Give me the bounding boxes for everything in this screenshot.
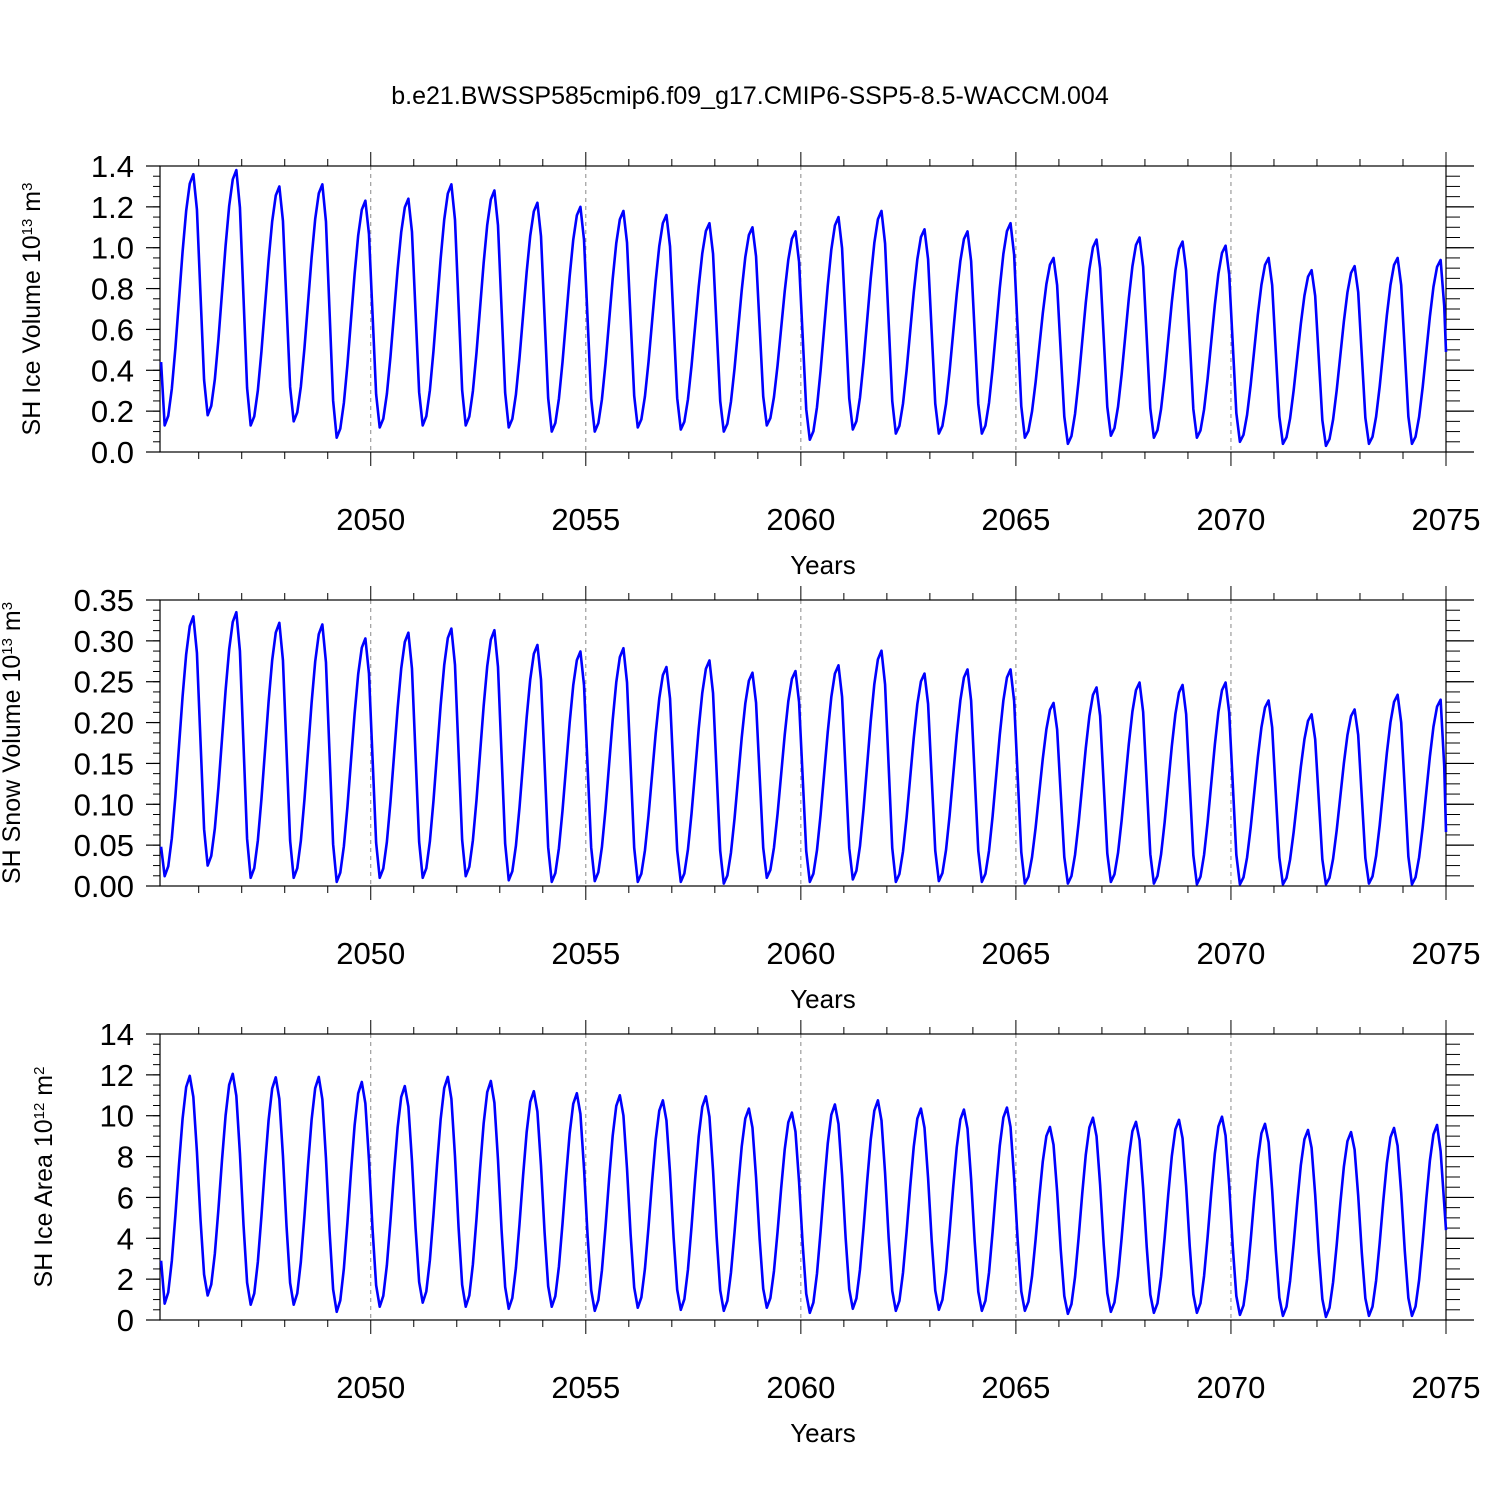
y-axis-label-main: SH Snow Volume 10 — [0, 655, 26, 884]
y-axis-label-unit-exponent: 3 — [0, 602, 16, 610]
y-tick-label: 1.4 — [91, 149, 134, 184]
y-tick-label: 0.25 — [74, 665, 134, 700]
series-line-sh-snow-volume — [159, 610, 1448, 886]
y-tick-label: 0.30 — [74, 624, 134, 659]
y-axis-label-main: SH Ice Area 10 — [30, 1119, 58, 1287]
y-tick-label: 0.35 — [74, 583, 134, 618]
y-tick-label: 0.15 — [74, 746, 134, 781]
plot-frame — [159, 1033, 1447, 1321]
y-axis-label: SH Ice Volume 1013 m3 — [18, 183, 46, 436]
y-axis-label-unit: m — [30, 1075, 58, 1103]
x-axis-label: Years — [790, 550, 856, 580]
y-tick-label: 12 — [100, 1058, 134, 1093]
y-tick-label: 1.2 — [91, 190, 134, 225]
y-tick-label: 0.2 — [91, 394, 134, 429]
x-tick-label: 2075 — [1412, 936, 1481, 971]
y-axis-label-unit-exponent: 2 — [31, 1067, 48, 1075]
x-tick-label: 2060 — [766, 502, 835, 537]
y-axis-label-exponent: 13 — [19, 219, 36, 236]
y-tick-label: 0.6 — [91, 312, 134, 347]
x-tick-label: 2050 — [336, 1370, 405, 1405]
x-tick-label: 2055 — [551, 1370, 620, 1405]
x-tick-label: 2065 — [981, 1370, 1050, 1405]
chart-panel-2: 2050 2055 2060 2065 2070 2075 Years 0.00 0.05 0.1… — [0, 583, 1480, 1014]
y-tick-label: 14 — [100, 1017, 134, 1052]
x-tick-label: 2060 — [766, 1370, 835, 1405]
y-tick-label: 0.8 — [91, 272, 134, 307]
y-tick-label: 0.10 — [74, 787, 134, 822]
x-tick-label: 2055 — [551, 936, 620, 971]
y-tick-label: 0.00 — [74, 869, 134, 904]
x-tick-label: 2070 — [1196, 936, 1265, 971]
series-line-sh-ice-volume — [159, 168, 1448, 448]
y-axis-label-exponent: 13 — [0, 638, 16, 655]
figure-title: b.e21.BWSSP585cmip6.f09_g17.CMIP6-SSP5-8… — [391, 82, 1109, 110]
x-tick-label: 2065 — [981, 936, 1050, 971]
y-tick-label: 2 — [117, 1262, 134, 1297]
chart-panel-1: 2050 2055 2060 2065 2070 2075 Years 0.0 0.2 0.4 0.… — [18, 149, 1480, 580]
y-tick-label: 10 — [100, 1099, 134, 1134]
y-tick-label: 0.4 — [91, 353, 134, 388]
x-axis-label: Years — [790, 984, 856, 1014]
y-tick-label: 8 — [117, 1140, 134, 1175]
x-tick-label: 2055 — [551, 502, 620, 537]
y-axis-label-main: SH Ice Volume 10 — [18, 235, 46, 435]
y-tick-label: 1.0 — [91, 231, 134, 266]
x-tick-label: 2060 — [766, 936, 835, 971]
series-line-sh-ice-area — [159, 1072, 1448, 1319]
x-tick-label: 2065 — [981, 502, 1050, 537]
y-axis-label: SH Snow Volume 1013 m3 — [0, 602, 26, 884]
y-tick-label: 0.0 — [91, 435, 134, 470]
chart-panel-3: 2050 2055 2060 2065 2070 2075 Years 0 2 4 6 8 10 12 14… — [30, 1017, 1480, 1448]
x-axis-label: Years — [790, 1418, 856, 1448]
y-axis-label-unit: m — [18, 191, 46, 219]
x-tick-label: 2050 — [336, 502, 405, 537]
y-tick-label: 4 — [117, 1221, 134, 1256]
y-tick-label: 6 — [117, 1180, 134, 1215]
x-tick-label: 2070 — [1196, 502, 1265, 537]
y-tick-label: 0.05 — [74, 828, 134, 863]
y-tick-label: 0 — [117, 1303, 134, 1338]
y-axis-label: SH Ice Area 1012 m2 — [30, 1067, 58, 1288]
y-axis-label-exponent: 12 — [31, 1103, 48, 1120]
y-axis-label-unit: m — [0, 610, 26, 638]
x-tick-label: 2075 — [1412, 1370, 1481, 1405]
chart-panels: 2050 2055 2060 2065 2070 2075 Years 0.0 0.2 0.4 0.… — [0, 149, 1480, 1448]
y-axis-label-unit-exponent: 3 — [19, 183, 36, 191]
x-tick-label: 2070 — [1196, 1370, 1265, 1405]
x-tick-label: 2050 — [336, 936, 405, 971]
y-tick-label: 0.20 — [74, 706, 134, 741]
x-tick-label: 2075 — [1412, 502, 1481, 537]
